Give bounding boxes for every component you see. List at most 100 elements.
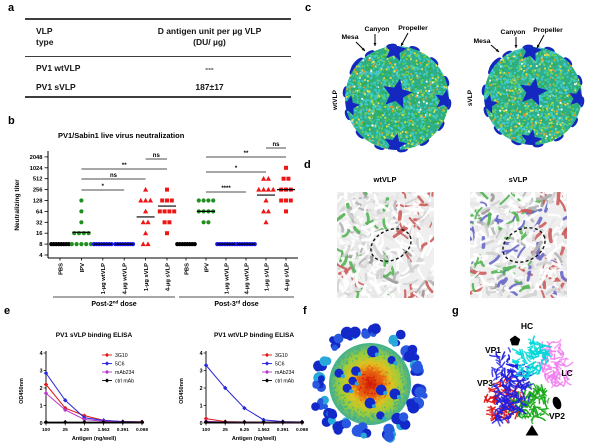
panel-c-art: wtVLP sVLP Mesa Canyon Propeller Mesa Canyon Pr…	[332, 25, 585, 153]
svg-text:*: *	[102, 184, 105, 190]
svg-text:mAb234: mAb234	[115, 370, 134, 376]
svg-text:wtVLP: wtVLP	[332, 89, 339, 111]
svg-text:****: ****	[221, 186, 231, 192]
svg-text:Post-2nd dose: Post-2nd dose	[91, 300, 136, 308]
svg-text:ctrl mAb: ctrl mAb	[275, 379, 294, 385]
table-row: PV1 sVLP 187±17	[25, 76, 291, 95]
svg-text:32: 32	[36, 220, 42, 226]
panel-g-art: HC VP1 LC VP3 VP2	[477, 321, 574, 436]
svg-text:5C6: 5C6	[115, 362, 125, 368]
svg-text:wtVLP: wtVLP	[373, 175, 397, 184]
svg-text:3: 3	[40, 368, 43, 374]
svg-text:1-µg sVLP: 1-µg sVLP	[144, 263, 150, 291]
panel-d-label: d	[304, 159, 311, 171]
svg-text:2: 2	[40, 386, 43, 392]
svg-text:512: 512	[33, 177, 43, 183]
panel-f-label: f	[303, 305, 307, 317]
svg-text:25: 25	[223, 427, 229, 433]
svg-text:1-µg wtVLP: 1-µg wtVLP	[224, 263, 230, 294]
svg-text:Propeller: Propeller	[533, 27, 563, 34]
vlp-type-cell: PV1 wtVLP	[36, 62, 81, 73]
svg-text:0.098: 0.098	[136, 427, 148, 433]
svg-text:6.25: 6.25	[240, 427, 250, 433]
table-header-col2-line1: D antigen unit per µg VLP	[157, 26, 262, 36]
panel-e-chart-0: PV1 sVLP binding ELISA OD450nm Antigen (ng…	[19, 332, 148, 442]
svg-text:**: **	[122, 163, 127, 169]
svg-text:4-µg sVLP: 4-µg sVLP	[284, 263, 290, 291]
svg-text:mAb234: mAb234	[275, 370, 294, 376]
d-antigen-value-cell: 187±17	[195, 82, 224, 93]
svg-text:0.098: 0.098	[296, 427, 308, 433]
svg-text:Canyon: Canyon	[365, 26, 390, 33]
svg-text:VP3: VP3	[477, 378, 493, 388]
svg-text:Antigen (ng/well): Antigen (ng/well)	[232, 436, 276, 442]
svg-text:0: 0	[40, 421, 43, 427]
svg-text:1: 1	[40, 403, 43, 409]
svg-text:3: 3	[200, 368, 203, 374]
panel-b-label: b	[8, 115, 15, 127]
panel-a-label: a	[8, 2, 15, 14]
svg-text:HC: HC	[521, 321, 533, 331]
svg-text:3G10: 3G10	[115, 353, 128, 359]
svg-text:OD450nm: OD450nm	[179, 378, 185, 404]
svg-text:256: 256	[33, 188, 43, 194]
svg-text:4: 4	[40, 351, 43, 357]
svg-text:Mesa: Mesa	[473, 38, 490, 45]
svg-text:Neutralizing titer: Neutralizing titer	[14, 179, 21, 231]
svg-text:PBS: PBS	[58, 263, 64, 275]
svg-text:4-µg wtVLP: 4-µg wtVLP	[123, 263, 129, 294]
svg-text:Antigen (ng/well): Antigen (ng/well)	[72, 436, 116, 442]
svg-text:4-µg wtVLP: 4-µg wtVLP	[244, 263, 250, 294]
svg-text:1-µg sVLP: 1-µg sVLP	[264, 263, 270, 291]
svg-text:Propeller: Propeller	[398, 25, 428, 32]
svg-text:100: 100	[202, 427, 210, 433]
svg-text:6.25: 6.25	[80, 427, 90, 433]
table-header-col1-line2: type	[36, 37, 54, 48]
panel-d-art: wtVLP sVLP	[337, 175, 567, 298]
svg-text:sVLP: sVLP	[467, 89, 474, 106]
svg-text:*: *	[235, 166, 238, 172]
svg-text:1.563: 1.563	[258, 427, 270, 433]
svg-text:128: 128	[33, 199, 43, 205]
svg-text:Mesa: Mesa	[341, 34, 358, 41]
table-header-row: VLP type D antigen unit per µg VLP (DU/ …	[25, 20, 291, 57]
table-header-col1-line1: VLP	[36, 26, 53, 36]
svg-text:4: 4	[200, 351, 203, 357]
svg-text:VP2: VP2	[549, 411, 565, 421]
svg-text:ns: ns	[110, 173, 118, 179]
svg-text:sVLP: sVLP	[509, 175, 528, 184]
svg-text:IPV: IPV	[80, 263, 86, 272]
svg-text:4-µg sVLP: 4-µg sVLP	[165, 263, 171, 291]
svg-text:0.391: 0.391	[117, 427, 129, 433]
panel-e-chart-1: PV1 wtVLP binding ELISA OD450nm Antigen (n…	[179, 332, 308, 442]
svg-text:25: 25	[63, 427, 69, 433]
panel-e-label: e	[4, 305, 11, 317]
svg-text:3G10: 3G10	[275, 353, 288, 359]
svg-text:**: **	[244, 151, 249, 157]
vlp-type-cell: PV1 sVLP	[36, 82, 76, 93]
svg-text:1.563: 1.563	[98, 427, 110, 433]
svg-text:4: 4	[39, 253, 43, 259]
svg-text:PV1 wtVLP binding ELISA: PV1 wtVLP binding ELISA	[214, 332, 294, 339]
svg-text:PV1 sVLP binding ELISA: PV1 sVLP binding ELISA	[56, 332, 133, 339]
panel-f-art	[311, 323, 428, 443]
table-header-col2-line2: (DU/ µg)	[193, 37, 226, 48]
svg-text:Canyon: Canyon	[501, 29, 526, 36]
svg-text:LC: LC	[561, 368, 572, 378]
svg-text:2048: 2048	[30, 155, 44, 161]
svg-text:ctrl mAb: ctrl mAb	[115, 379, 134, 385]
panel-c-label: c	[305, 2, 312, 14]
svg-text:ns: ns	[272, 142, 280, 148]
d-antigen-table: VLP type D antigen unit per µg VLP (DU/ …	[25, 18, 291, 98]
svg-text:100: 100	[42, 427, 50, 433]
svg-text:64: 64	[36, 209, 43, 215]
svg-text:5C6: 5C6	[275, 362, 285, 368]
svg-text:1-µg wtVLP: 1-µg wtVLP	[101, 263, 107, 294]
svg-text:1024: 1024	[30, 166, 44, 172]
svg-text:8: 8	[39, 242, 43, 248]
panel-g-label: g	[452, 305, 459, 317]
svg-text:16: 16	[36, 231, 43, 237]
svg-text:0: 0	[200, 421, 203, 427]
table-row: PV1 wtVLP ---	[25, 57, 291, 76]
